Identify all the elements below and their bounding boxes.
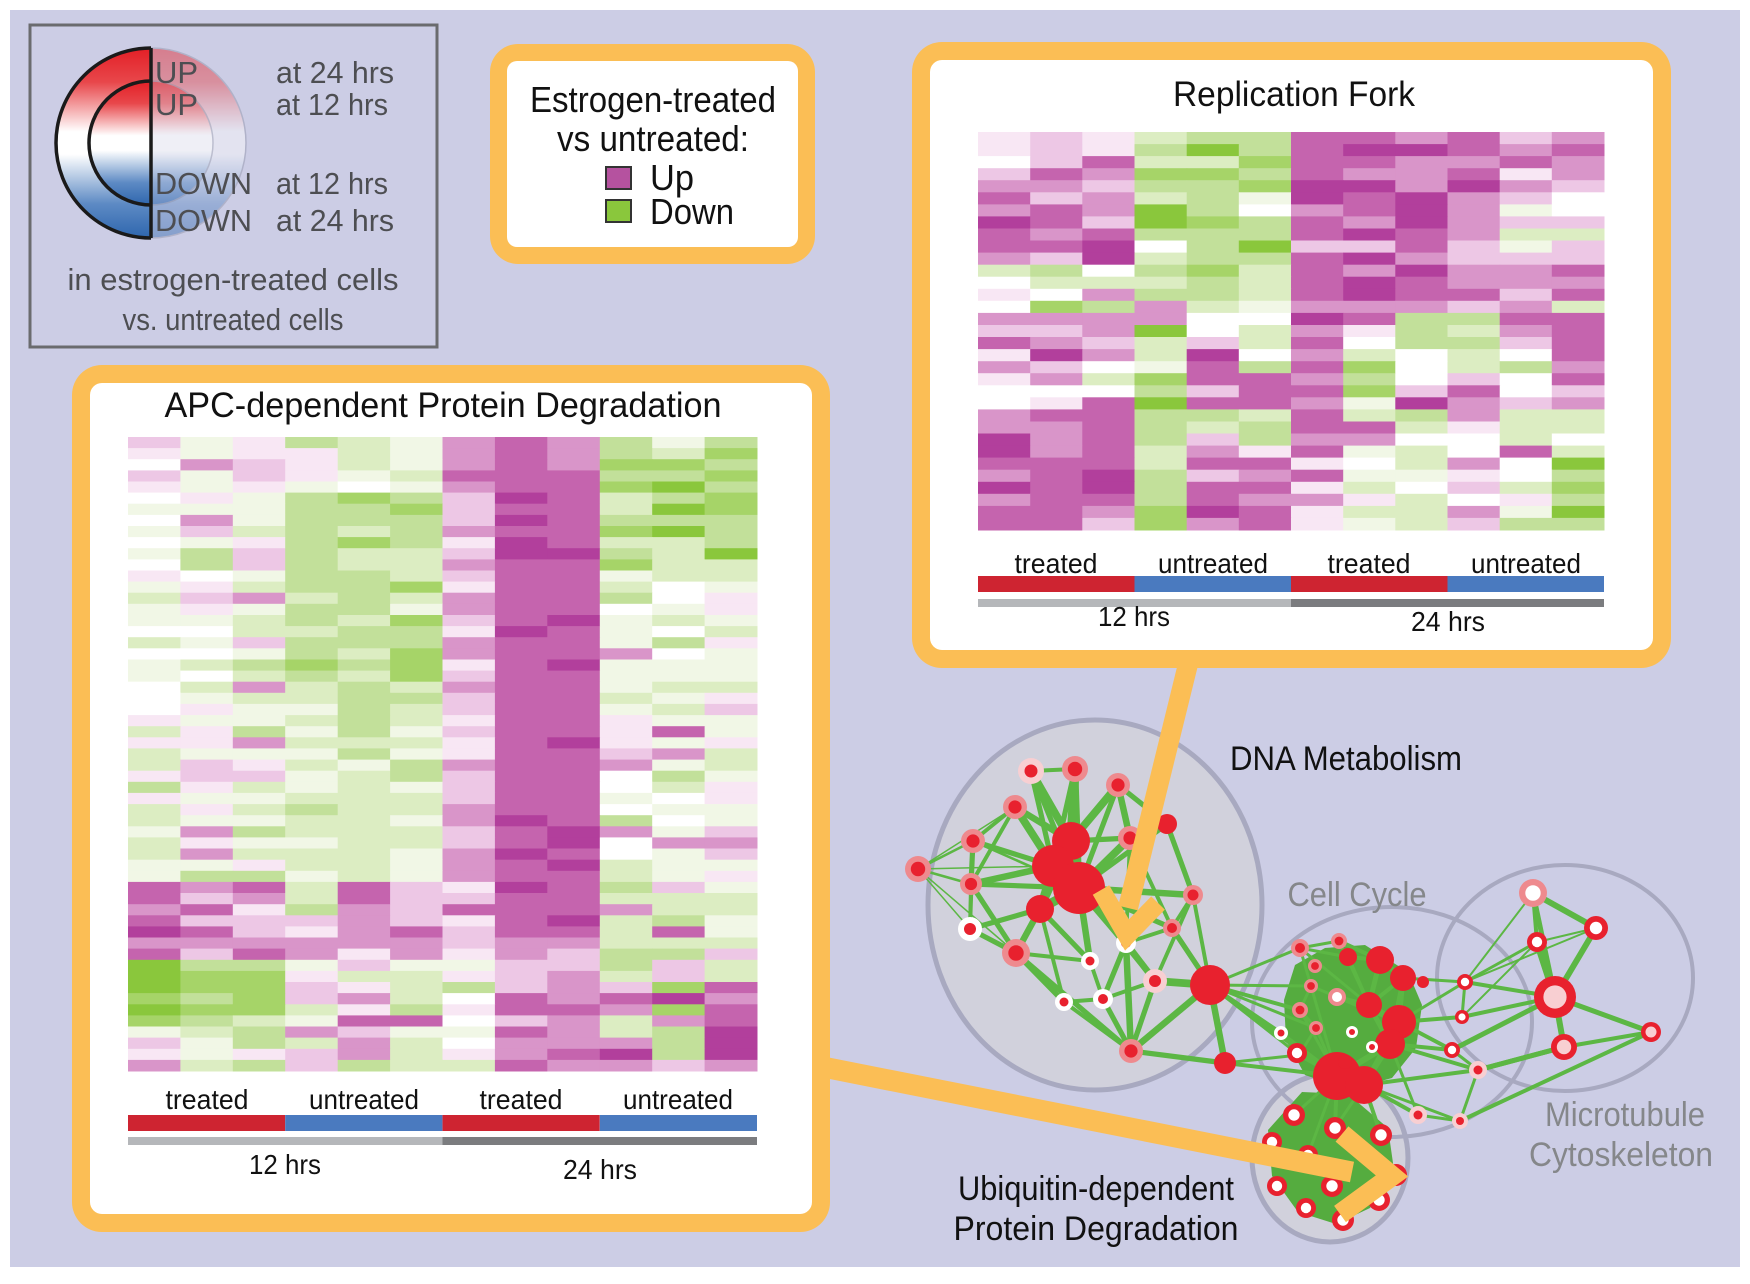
svg-text:untreated: untreated [1471, 548, 1581, 579]
svg-text:untreated: untreated [1158, 548, 1268, 579]
svg-text:DNA Metabolism: DNA Metabolism [1230, 740, 1462, 778]
svg-text:untreated: untreated [309, 1084, 419, 1115]
svg-text:treated: treated [166, 1084, 249, 1115]
svg-text:at 12 hrs: at 12 hrs [276, 87, 388, 122]
svg-text:at 24 hrs: at 24 hrs [276, 55, 394, 90]
svg-text:24 hrs: 24 hrs [563, 1154, 637, 1185]
svg-text:Down: Down [650, 191, 734, 232]
svg-text:Up: Up [650, 157, 694, 198]
svg-text:at 12 hrs: at 12 hrs [276, 166, 388, 201]
svg-text:in estrogen-treated cells: in estrogen-treated cells [68, 262, 399, 297]
svg-text:DOWN: DOWN [155, 203, 252, 238]
svg-text:24 hrs: 24 hrs [1411, 606, 1485, 637]
svg-text:12 hrs: 12 hrs [249, 1149, 321, 1180]
svg-text:Microtubule: Microtubule [1545, 1096, 1705, 1134]
svg-text:Replication Fork: Replication Fork [1173, 75, 1415, 114]
svg-text:12 hrs: 12 hrs [1098, 601, 1170, 632]
svg-text:treated: treated [480, 1084, 563, 1115]
svg-text:untreated: untreated [623, 1084, 733, 1115]
svg-text:at 24 hrs: at 24 hrs [276, 203, 394, 238]
svg-text:vs untreated:: vs untreated: [557, 118, 749, 159]
svg-text:UP: UP [155, 55, 198, 90]
svg-text:Cytoskeleton: Cytoskeleton [1529, 1136, 1713, 1174]
svg-text:vs. untreated cells: vs. untreated cells [123, 302, 344, 337]
svg-text:UP: UP [155, 87, 198, 122]
svg-text:DOWN: DOWN [155, 166, 252, 201]
svg-text:Protein Degradation: Protein Degradation [954, 1210, 1239, 1248]
svg-text:Estrogen-treated: Estrogen-treated [530, 79, 776, 120]
svg-text:treated: treated [1328, 548, 1411, 579]
svg-text:Cell Cycle: Cell Cycle [1288, 876, 1427, 914]
svg-text:Ubiquitin-dependent: Ubiquitin-dependent [958, 1170, 1234, 1208]
svg-text:APC-dependent Protein Degradat: APC-dependent Protein Degradation [165, 386, 722, 425]
svg-text:treated: treated [1015, 548, 1098, 579]
